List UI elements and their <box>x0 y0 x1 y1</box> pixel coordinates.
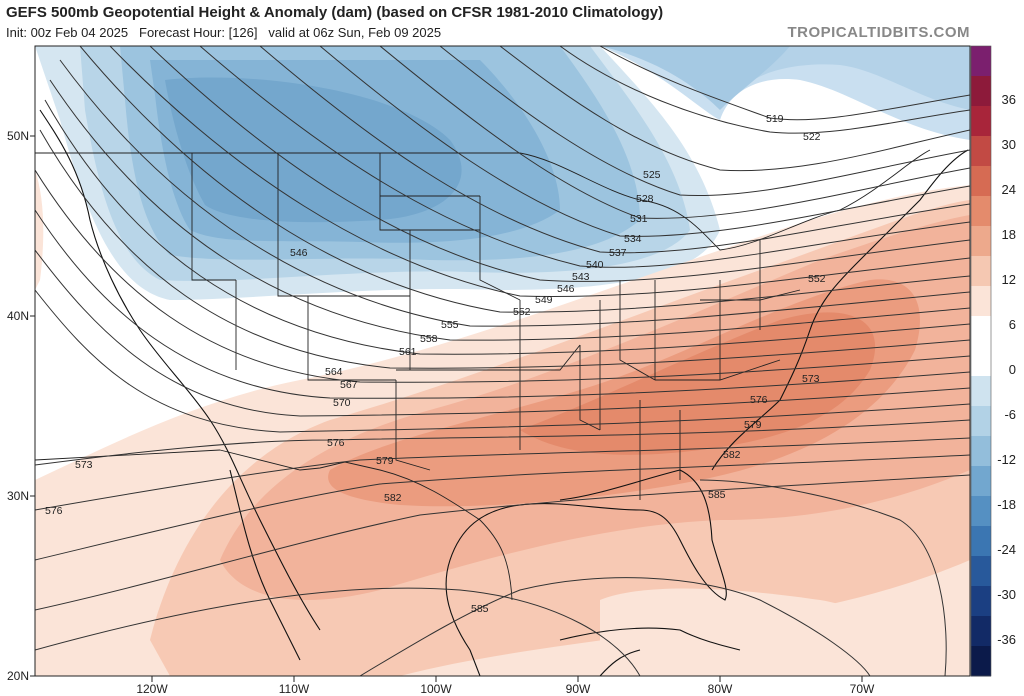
colorbar-label: 36 <box>1002 92 1016 107</box>
map-area: 519 522 525 528 531 534 537 540 543 546 … <box>35 46 970 676</box>
lon-label-90w: 90W <box>566 682 591 696</box>
longitude-axis: 120W 110W 100W 90W 80W 70W <box>136 676 875 696</box>
political-boundaries <box>35 149 931 601</box>
contour-label: 573 <box>75 459 93 471</box>
colorbar-label: 30 <box>1002 137 1016 152</box>
contour-label: 552 <box>513 306 531 318</box>
lat-label-20n: 20N <box>7 669 29 683</box>
colorbar-swatch <box>971 466 991 497</box>
contour-label: 579 <box>376 455 394 467</box>
colorbar-frame <box>970 45 992 677</box>
lon-label-80w: 80W <box>708 682 733 696</box>
height-contours <box>35 46 970 676</box>
init-label: Init: 00z Feb 04 2025 <box>6 25 129 40</box>
lat-label-30n: 30N <box>7 489 29 503</box>
contour-label: 564 <box>325 366 343 378</box>
coastlines <box>39 109 969 676</box>
colorbar-swatch <box>971 136 991 167</box>
contour-label: 543 <box>572 271 590 283</box>
map-frame <box>34 45 971 677</box>
colorbar-swatch <box>971 196 991 227</box>
contour-label: 573 <box>802 373 820 385</box>
contour-label: 585 <box>471 603 489 615</box>
colorbar-label: 0 <box>1009 362 1016 377</box>
lon-label-100w: 100W <box>420 682 452 696</box>
colorbar-label: -24 <box>997 542 1016 557</box>
colorbar-swatch <box>971 616 991 647</box>
latitude-axis: 50N 40N 30N 20N <box>7 129 35 683</box>
pacific-coastline <box>39 109 321 631</box>
colorbar-swatch <box>971 646 991 677</box>
chart-subtitle: Init: 00z Feb 04 2025 Forecast Hour: [12… <box>6 25 441 40</box>
chart-title: GEFS 500mb Geopotential Height & Anomaly… <box>6 4 664 21</box>
contour-label: 576 <box>750 394 768 406</box>
contour-label: 552 <box>808 273 826 285</box>
contour-label: 537 <box>609 247 627 259</box>
colorbar-label: 6 <box>1009 317 1016 332</box>
site-credit: TROPICALTIDBITS.COM <box>787 24 970 41</box>
forecast-hour-label: Forecast Hour: [126] <box>139 25 258 40</box>
contour-label: 561 <box>399 346 417 358</box>
colorbar-swatch <box>971 256 991 287</box>
colorbar-swatch <box>971 496 991 527</box>
contour-label: 525 <box>643 169 661 181</box>
colorbar-label: 12 <box>1002 272 1016 287</box>
lat-label-50n: 50N <box>7 129 29 143</box>
contour-label: 522 <box>803 131 821 143</box>
colorbar-label: -36 <box>997 632 1016 647</box>
colorbar-swatch <box>971 46 991 77</box>
colorbar-swatch <box>971 226 991 257</box>
contour-label: 576 <box>45 505 63 517</box>
lon-label-70w: 70W <box>850 682 875 696</box>
colorbar-swatch <box>971 526 991 557</box>
contour-label: 546 <box>290 247 308 259</box>
contour-label: 585 <box>708 489 726 501</box>
colorbar-swatch <box>971 286 991 317</box>
colorbar-label: 24 <box>1002 182 1016 197</box>
colorbar-swatch <box>971 406 991 437</box>
colorbar-swatch <box>971 76 991 107</box>
lon-label-120w: 120W <box>136 682 168 696</box>
contour-label: 519 <box>766 113 784 125</box>
colorbar-swatch <box>971 166 991 197</box>
lon-label-110w: 110W <box>279 682 310 696</box>
colorbar-labels: 36 30 24 18 12 6 0 -6 -12 -18 -24 -30 -36 <box>997 92 1016 647</box>
lat-label-40n: 40N <box>7 309 29 323</box>
colorbar-swatch <box>971 556 991 587</box>
colorbar-swatch <box>971 316 991 347</box>
contour-label: 582 <box>384 492 402 504</box>
contour-label: 576 <box>327 437 345 449</box>
anomaly-colorbar <box>970 45 992 677</box>
positive-anomaly-fill <box>35 170 970 676</box>
colorbar-swatch <box>971 436 991 467</box>
colorbar-label: -30 <box>997 587 1016 602</box>
contour-labels: 519 522 525 528 531 534 537 540 543 546 … <box>45 113 826 615</box>
contour-label: 567 <box>340 379 358 391</box>
colorbar-label: -18 <box>997 497 1016 512</box>
contour-label: 582 <box>723 449 741 461</box>
contour-label: 570 <box>333 397 351 409</box>
colorbar-swatch <box>971 106 991 137</box>
colorbar-label: -6 <box>1004 407 1016 422</box>
us-mexico-border <box>219 449 513 601</box>
contour-label: 546 <box>557 283 575 295</box>
contour-label: 540 <box>586 259 604 271</box>
contour-label: 558 <box>420 333 438 345</box>
contour-label: 534 <box>624 233 642 245</box>
valid-time-label: valid at 06z Sun, Feb 09 2025 <box>268 25 442 40</box>
contour-label: 579 <box>744 419 762 431</box>
contour-label: 528 <box>636 193 654 205</box>
gulf-coastline <box>445 469 727 676</box>
contour-label: 555 <box>441 319 459 331</box>
great-lakes-border <box>519 149 931 251</box>
colorbar-label: 18 <box>1002 227 1016 242</box>
colorbar-swatch <box>971 586 991 617</box>
colorbar-label: -12 <box>997 452 1016 467</box>
colorbar-swatch <box>971 346 991 377</box>
colorbar-swatch <box>971 376 991 407</box>
atlantic-coastline <box>711 149 969 471</box>
contour-label: 531 <box>630 213 648 225</box>
contour-label: 549 <box>535 294 553 306</box>
